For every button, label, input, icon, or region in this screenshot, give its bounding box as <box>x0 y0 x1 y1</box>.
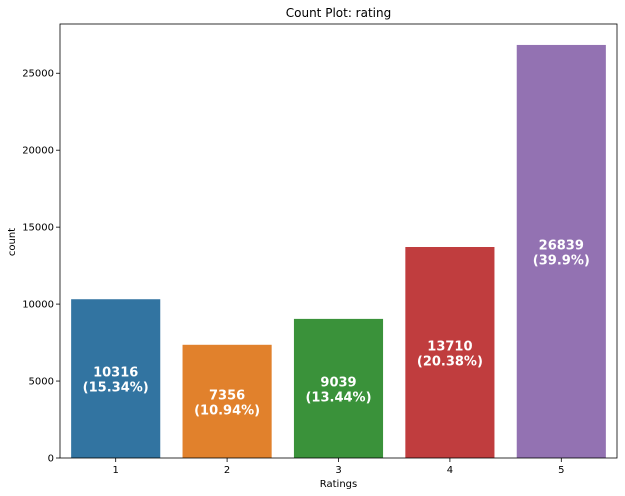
y-tick-label-10000: 10000 <box>22 300 54 311</box>
x-tick-label-1: 1 <box>113 465 119 476</box>
y-tick-label-5000: 5000 <box>29 377 54 388</box>
y-tick-label-15000: 15000 <box>22 223 54 234</box>
bar-data-label-2-1: 7356 <box>209 388 245 403</box>
x-tick-label-2: 2 <box>224 465 230 476</box>
bar-data-label-3-1: 9039 <box>320 375 356 390</box>
y-axis-label: count <box>7 228 18 256</box>
bar-3 <box>293 318 384 458</box>
bar-5 <box>516 44 606 458</box>
bar-data-label-3-2: (13.44%) <box>305 390 371 405</box>
y-tick-label-0: 0 <box>48 454 54 465</box>
x-tick-label-4: 4 <box>447 465 453 476</box>
bar-2 <box>182 344 272 458</box>
bar-data-label-4-1: 13710 <box>427 340 472 355</box>
chart-title: Count Plot: rating <box>286 6 391 20</box>
bar-data-label-1-2: (15.34%) <box>83 381 149 396</box>
x-tick-label-3: 3 <box>335 465 341 476</box>
x-axis-label: Ratings <box>320 479 357 490</box>
bar-1 <box>71 299 161 458</box>
bar-data-label-5-2: (39.9%) <box>533 253 590 268</box>
plot-frame <box>59 23 618 459</box>
bar-data-label-2-2: (10.94%) <box>194 403 260 418</box>
bar-data-label-1-1: 10316 <box>93 366 138 381</box>
bar-data-label-4-2: (20.38%) <box>417 355 483 370</box>
x-tick-label-5: 5 <box>558 465 564 476</box>
y-tick-label-20000: 20000 <box>22 146 54 157</box>
y-tick-label-25000: 25000 <box>22 69 54 80</box>
bar-4 <box>405 247 495 458</box>
bar-data-label-5-1: 26839 <box>539 238 584 253</box>
plot-area: 10316(15.34%) 1 7356(10.94%) 2 9039(13.44%) 3… <box>22 23 618 476</box>
